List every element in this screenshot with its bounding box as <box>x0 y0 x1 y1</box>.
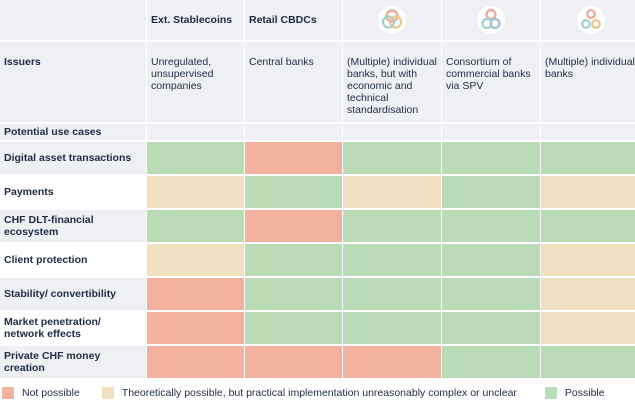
status-cell <box>442 176 540 208</box>
row-label-payments: Payments <box>0 176 146 208</box>
legend-item-theoretically-possible: Theoretically possible, but practical im… <box>101 387 517 399</box>
status-cell <box>245 176 342 208</box>
status-cell <box>245 278 342 310</box>
status-cell <box>541 312 635 344</box>
col-header-icon-3 <box>343 0 441 40</box>
status-cell <box>343 346 441 378</box>
three-circles-venn-icon <box>378 6 406 34</box>
overlapping-circles-icon <box>477 6 505 34</box>
status-cell <box>147 346 244 378</box>
status-cell <box>245 346 342 378</box>
status-cell <box>343 278 441 310</box>
status-cell <box>442 244 540 276</box>
status-cell <box>147 278 244 310</box>
status-cell <box>541 244 635 276</box>
status-cell <box>343 244 441 276</box>
legend-swatch <box>544 387 557 399</box>
col-header-ext-stablecoins: Ext. Stablecoins <box>147 0 244 40</box>
section-blank <box>541 124 635 140</box>
status-cell <box>442 346 540 378</box>
issuer-col-4: Consortium of commercial banks via SPV <box>442 42 540 122</box>
legend-label: Not possible <box>22 387 80 399</box>
status-cell <box>245 312 342 344</box>
section-blank <box>245 124 342 140</box>
status-cell <box>442 278 540 310</box>
row-label-digital-asset-transactions: Digital asset transactions <box>0 142 146 174</box>
status-cell <box>343 210 441 242</box>
issuer-col-3: (Multiple) individual banks, but with ec… <box>343 42 441 122</box>
legend-label: Theoretically possible, but practical im… <box>121 387 517 399</box>
section-blank <box>442 124 540 140</box>
status-cell <box>541 346 635 378</box>
status-cell <box>343 142 441 174</box>
status-cell <box>442 312 540 344</box>
legend-swatch <box>2 387 14 399</box>
section-potential-use-cases: Potential use cases <box>0 124 146 140</box>
status-cell <box>442 142 540 174</box>
status-cell <box>147 142 244 174</box>
col-header-icon-4 <box>442 0 540 40</box>
status-cell <box>541 278 635 310</box>
status-cell <box>147 176 244 208</box>
status-cell <box>147 244 244 276</box>
row-label-stability-convertibility: Stability/ convertibility <box>0 278 146 310</box>
row-label-market-penetration: Market penetration/ network effects <box>0 312 146 344</box>
separate-circles-icon <box>576 6 605 34</box>
issuers-label: Issuers <box>0 42 146 122</box>
status-cell <box>541 210 635 242</box>
legend: Not possible Theoretically possible, but… <box>0 387 605 399</box>
status-cell <box>343 312 441 344</box>
status-cell <box>541 176 635 208</box>
col-header-icon-5 <box>541 0 635 40</box>
header-corner <box>0 0 146 40</box>
status-cell <box>245 210 342 242</box>
status-cell <box>343 176 441 208</box>
row-label-chf-dlt-financial-ecosystem: CHF DLT-financial ecosystem <box>0 210 146 242</box>
issuer-retail-cbdcs: Central banks <box>245 42 342 122</box>
status-cell <box>245 142 342 174</box>
legend-label: Possible <box>564 387 605 399</box>
issuer-col-5: (Multiple) individual banks <box>541 42 635 122</box>
status-cell <box>147 210 244 242</box>
row-label-client-protection: Client protection <box>0 244 146 276</box>
comparison-table: Ext. Stablecoins Retail CBDCs Issuers Un… <box>0 0 635 378</box>
status-cell <box>442 210 540 242</box>
legend-swatch <box>101 387 114 399</box>
section-blank <box>343 124 441 140</box>
row-label-private-chf-money-creation: Private CHF money creation <box>0 346 146 378</box>
status-cell <box>147 312 244 344</box>
section-blank <box>147 124 244 140</box>
legend-item-possible: Possible <box>544 387 605 399</box>
status-cell <box>245 244 342 276</box>
status-cell <box>541 142 635 174</box>
legend-item-not-possible: Not possible <box>2 387 80 399</box>
issuer-ext-stablecoins: Unregulated, unsupervised companies <box>147 42 244 122</box>
col-header-retail-cbdcs: Retail CBDCs <box>245 0 342 40</box>
